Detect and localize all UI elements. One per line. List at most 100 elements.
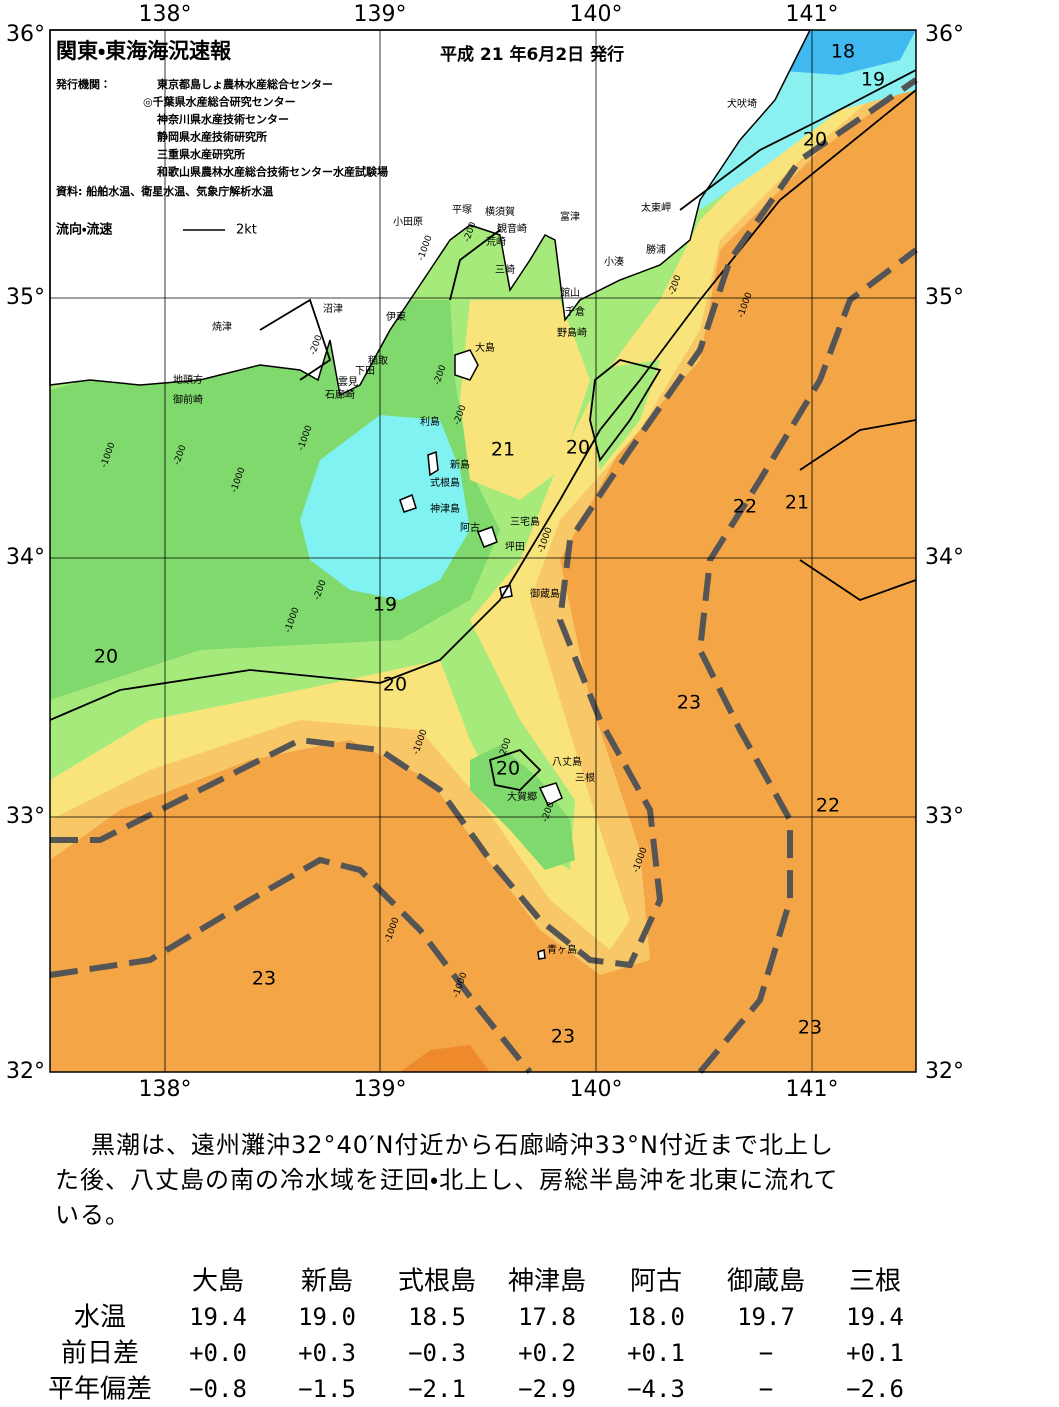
lon-label: 139° <box>354 1077 407 1102</box>
table-row-label: 前日差 <box>61 1339 139 1369</box>
table-cell: 19.0 <box>298 1303 356 1331</box>
table-column-header: 大島 <box>192 1267 244 1297</box>
lat-label: 35° <box>925 285 964 310</box>
table-column-header: 新島 <box>301 1267 353 1297</box>
table-cell: 19.7 <box>737 1303 795 1331</box>
publisher-label: 発行機関： <box>55 77 111 91</box>
isotherm-label: 21 <box>785 492 809 514</box>
land <box>49 29 812 960</box>
lon-label: 139° <box>354 2 407 27</box>
place-name: 富津 <box>560 210 580 223</box>
place-name: 横須賀 <box>485 205 515 218</box>
table-row-label: 平年偏差 <box>48 1375 152 1405</box>
place-name: 神津島 <box>430 502 460 515</box>
table-cell: 19.4 <box>846 1303 904 1331</box>
place-name: 観音崎 <box>497 222 527 235</box>
table-cell: − <box>759 1339 773 1367</box>
lat-label: 33° <box>6 804 45 829</box>
table-cell: −2.6 <box>846 1375 904 1403</box>
place-name: 三宅島 <box>510 515 540 528</box>
place-name: 八丈島 <box>552 755 582 768</box>
table-cell: 18.5 <box>408 1303 466 1331</box>
isotherm-label: 21 <box>491 439 515 461</box>
place-name: 御蔵島 <box>530 587 560 600</box>
publisher: 神奈川県水産技術センター <box>156 112 289 126</box>
isotherm-label: 19 <box>861 69 885 91</box>
table-column-header: 神津島 <box>508 1267 586 1297</box>
place-name: 三崎 <box>495 263 515 276</box>
lon-label: 138° <box>139 2 192 27</box>
isotherm-label: 20 <box>803 129 827 151</box>
table-column-header: 三根 <box>849 1267 901 1297</box>
table-column-header: 式根島 <box>398 1267 476 1297</box>
description: 黒潮は、遠州灘沖32°40′N付近から石廊崎沖33°N付近まで北上した後、八丈島… <box>55 1131 839 1229</box>
place-name: 稲取 <box>368 355 388 367</box>
issue-date: 平成 21 年6月2日 発行 <box>440 44 624 65</box>
place-name: 千倉 <box>565 306 585 318</box>
publisher: ◎千葉県水産総合研究センター <box>143 95 296 109</box>
place-name: 石廊崎 <box>325 388 355 401</box>
isotherm-label: 20 <box>496 758 520 780</box>
place-name: 地頭方 <box>173 373 203 386</box>
place-name: 大賀郷 <box>507 790 537 803</box>
place-name: 新島 <box>450 458 470 471</box>
lat-label: 34° <box>925 545 964 570</box>
table-cell: −0.3 <box>408 1339 466 1367</box>
table-cell: +0.1 <box>627 1339 685 1367</box>
legend-label: 流向・流速 <box>56 222 112 238</box>
place-name: 利島 <box>420 415 440 428</box>
publisher: 静岡県水産技術研究所 <box>157 130 267 144</box>
place-name: 坪田 <box>505 540 525 553</box>
table-cell: −0.8 <box>189 1375 247 1403</box>
publisher: 東京都島しょ農林水産総合センター <box>157 77 333 91</box>
lon-label: 140° <box>570 2 623 27</box>
table-cell: −1.5 <box>298 1375 356 1403</box>
isotherm-label: 20 <box>383 674 407 696</box>
place-name: 三根 <box>575 771 595 784</box>
graticule <box>50 30 916 1072</box>
place-name: 小田原 <box>393 216 423 228</box>
isotherm-label: 23 <box>551 1026 575 1048</box>
isotherms <box>49 69 917 791</box>
isotherm-label: 23 <box>798 1017 822 1039</box>
table-cell: −2.1 <box>408 1375 466 1403</box>
isotherm-label: 22 <box>733 496 757 518</box>
isotherm-label: 18 <box>831 41 855 63</box>
lat-label: 34° <box>6 545 45 570</box>
lat-label: 32° <box>6 1059 45 1084</box>
isotherm-label: 20 <box>566 437 590 459</box>
place-name: 下田 <box>355 366 375 377</box>
lon-label: 141° <box>786 1077 839 1102</box>
place-name: 雲見 <box>338 376 358 388</box>
publisher: 和歌山県農林水産総合技術センター水産試験場 <box>157 165 388 179</box>
isotherm-label: 19 <box>373 594 397 616</box>
publisher: 三重県水産研究所 <box>157 147 245 161</box>
legend-scale: 2kt <box>236 223 257 238</box>
place-name: 大島 <box>475 341 495 354</box>
table-row-label: 水温 <box>74 1303 126 1333</box>
lat-label: 36° <box>925 22 964 47</box>
isotherm-label: 20 <box>94 646 118 668</box>
table-cell: +0.3 <box>298 1339 356 1367</box>
lon-label: 140° <box>570 1077 623 1102</box>
lat-label: 36° <box>6 22 45 47</box>
isotherm-label: 23 <box>677 692 701 714</box>
place-name: 荒崎 <box>486 235 506 248</box>
place-name: 御前崎 <box>173 393 203 406</box>
place-name: 平塚 <box>452 204 472 216</box>
table-cell: +0.2 <box>518 1339 576 1367</box>
lat-label: 32° <box>925 1059 964 1084</box>
place-name: 太東岬 <box>641 201 671 214</box>
map-frame <box>49 29 917 1073</box>
table-cell: − <box>759 1375 773 1403</box>
table-cell: 19.4 <box>189 1303 247 1331</box>
isotherm-label: 22 <box>816 795 840 817</box>
place-name: 沼津 <box>323 302 343 315</box>
place-name: 犬吠埼 <box>727 97 757 110</box>
table-cell: +0.0 <box>189 1339 247 1367</box>
place-name: 勝浦 <box>646 243 666 256</box>
place-name: 青ヶ島 <box>547 943 577 956</box>
table-cell: 17.8 <box>518 1303 576 1331</box>
